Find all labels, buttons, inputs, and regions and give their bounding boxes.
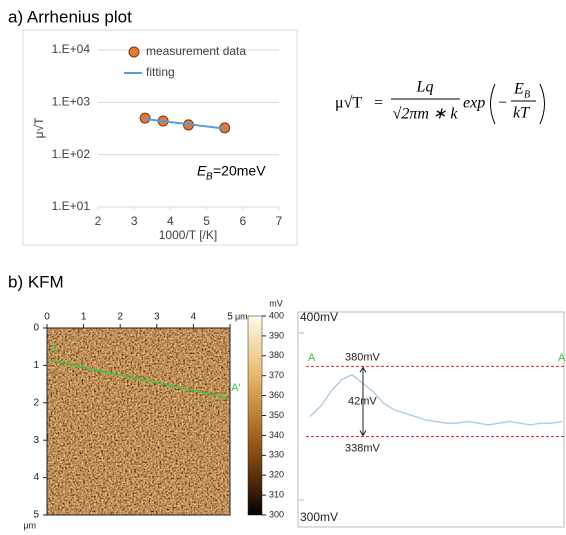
difference-label: 42mV: [348, 395, 377, 407]
colorbar-label: mV: [269, 298, 283, 308]
line-label: A': [231, 382, 240, 394]
section-title: b) KFM: [8, 272, 64, 291]
x-tick-label: 5: [203, 214, 210, 228]
figure: a) Arrhenius plot b) KFM μ√T = Lq √2πm ∗…: [0, 0, 566, 535]
x-tick-label: 7: [276, 214, 283, 228]
colorbar-tick-label: 400: [269, 310, 284, 320]
colorbar-tick-label: 310: [269, 489, 284, 499]
point: [140, 113, 150, 123]
colorbar-tick-label: 330: [269, 450, 284, 460]
x-tick-label: 3: [131, 214, 138, 228]
paren: [491, 84, 496, 124]
end-label: A: [308, 352, 316, 364]
x-tick-label: 3: [154, 312, 160, 323]
y-tick-label: 0: [33, 323, 39, 334]
legend-symbol: [129, 47, 139, 57]
end-label: A': [558, 352, 566, 364]
annotation: B: [206, 172, 213, 183]
reference-label: 380mV: [345, 351, 381, 363]
line-label: A: [50, 342, 58, 354]
colorbar-tick-label: 320: [269, 470, 284, 480]
x-axis-label: 1000/T [/K]: [159, 228, 217, 242]
eq-exp-num: E: [513, 81, 524, 98]
colorbar-tick-label: 340: [269, 430, 284, 440]
y-tick-label: 2: [33, 397, 39, 408]
x-tick-label: 4: [191, 312, 197, 323]
eq-denominator: √2πm ∗ k: [393, 106, 459, 123]
eq-exp-den: kT: [513, 105, 530, 122]
x-tick-label: 2: [117, 312, 123, 323]
y-tick-label: 4: [33, 472, 39, 483]
y-tick-label: 300mV: [300, 510, 338, 524]
kfm-image: [47, 328, 230, 515]
annotation: =20meV: [213, 163, 266, 179]
legend-label: measurement data: [146, 44, 246, 58]
y-tick-label: 3: [33, 435, 39, 446]
eq-minus: −: [498, 95, 507, 112]
eq-equals: =: [374, 95, 383, 112]
equation: μ√T = Lq √2πm ∗ k exp − E B kT: [335, 79, 545, 124]
x-tick-label: 6: [239, 214, 246, 228]
x-tick-label: 2: [95, 214, 102, 228]
legend-label: fitting: [146, 65, 175, 79]
y-unit: μm: [23, 520, 36, 530]
y-tick-label: 1.E+02: [52, 147, 91, 161]
y-tick-label: 1.E+01: [52, 199, 91, 213]
x-tick-label: 1: [81, 312, 87, 323]
colorbar-tick-label: 380: [269, 350, 284, 360]
colorbar-tick-label: 300: [269, 509, 284, 519]
eq-function: exp: [463, 95, 485, 112]
y-tick-label: 1: [33, 360, 39, 371]
section-title: a) Arrhenius plot: [8, 7, 132, 26]
y-tick-label: 1.E+03: [52, 95, 91, 109]
x-tick-label: 5: [227, 312, 233, 323]
colorbar-tick-label: 390: [269, 330, 284, 340]
reference-label: 338mV: [345, 442, 381, 454]
colorbar-tick-label: 360: [269, 390, 284, 400]
y-tick-label: 5: [33, 510, 39, 521]
x-unit: μm: [235, 311, 248, 321]
colorbar-tick-label: 370: [269, 370, 284, 380]
x-tick-label: 0: [44, 312, 50, 323]
y-axis-label: μ√T: [32, 117, 46, 139]
colorbar-tick-label: 350: [269, 410, 284, 420]
y-tick-label: 400mV: [300, 310, 338, 324]
x-tick-label: 4: [167, 214, 174, 228]
paren: [540, 84, 545, 124]
colorbar: [248, 316, 262, 515]
eq-exp-sub: B: [524, 89, 530, 100]
eq-lhs: μ√T: [335, 95, 362, 112]
page: {"sections": {"a": "a) Arrhenius plot", …: [0, 0, 566, 535]
eq-numerator: Lq: [416, 79, 434, 96]
profile-frame: [298, 312, 564, 527]
y-tick-label: 1.E+04: [52, 42, 91, 56]
